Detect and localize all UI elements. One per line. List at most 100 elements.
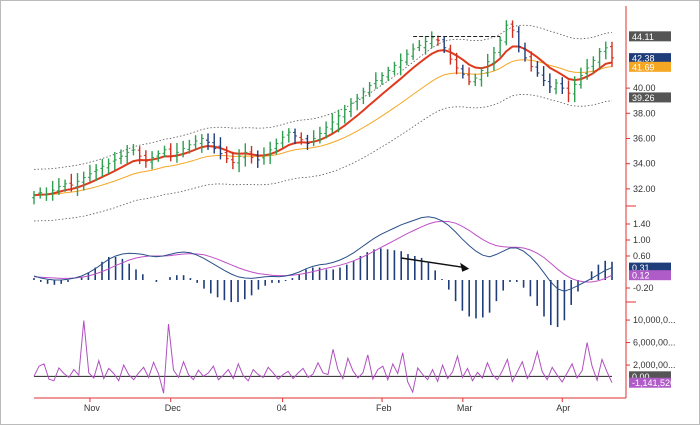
volume-oscillator-line	[33, 320, 613, 394]
price-bar	[187, 139, 192, 154]
price-bar	[404, 49, 409, 66]
price-bar	[224, 146, 229, 164]
price-bar	[429, 31, 434, 49]
price-bar	[206, 133, 211, 150]
price-bar	[591, 56, 596, 75]
price-bar	[454, 52, 459, 75]
price-bar	[299, 132, 304, 145]
oscillator-value-badge	[629, 371, 671, 382]
price-value-badge	[629, 61, 671, 72]
price-bar	[423, 36, 428, 55]
price-bar	[336, 109, 341, 133]
price-bar	[585, 58, 590, 80]
slow-moving-average	[33, 59, 613, 196]
month-label: Apr	[556, 403, 570, 413]
price-bar	[174, 142, 179, 163]
price-bar	[560, 77, 565, 95]
macd-axis-tick-label: 1.00	[633, 235, 651, 245]
price-bar	[125, 145, 130, 164]
price-value-badge	[629, 31, 671, 42]
price-bar	[380, 72, 385, 85]
macd-value-badge-label: 0.12	[632, 271, 650, 281]
price-panel: 32.00 34.00 36.00 38.00 40.00 44.11 42.3841.69…	[32, 20, 671, 222]
volume-oscillator-panel: 10,000,0... 6,000,00... 2,000,00... 0.00-1,…	[33, 315, 676, 394]
price-bar	[467, 67, 472, 86]
price-bar	[491, 46, 496, 71]
price-bar	[373, 72, 378, 89]
price-bar	[56, 178, 61, 195]
price-bar	[479, 67, 484, 87]
macd-value-badge	[629, 262, 671, 273]
macd-axis-tick-label: -0.20	[633, 283, 654, 293]
price-bar	[32, 190, 36, 205]
price-bar	[448, 44, 453, 65]
price-bar	[237, 149, 242, 173]
price-bar	[342, 104, 347, 124]
price-bar	[367, 81, 372, 97]
price-bar	[243, 143, 248, 167]
price-bar	[317, 126, 322, 144]
price-bar	[168, 143, 173, 162]
price-bar	[50, 180, 55, 201]
trend-arrow-annotation	[401, 257, 470, 272]
price-bar	[106, 158, 111, 174]
macd-line	[33, 216, 613, 292]
price-bar	[94, 164, 99, 181]
price-bar	[411, 43, 416, 60]
price-bar	[38, 187, 43, 199]
price-bar	[597, 48, 602, 71]
month-label: 04	[277, 403, 287, 413]
price-bar	[522, 42, 527, 62]
price-bar	[529, 51, 534, 72]
price-bar	[386, 66, 391, 82]
price-bar	[473, 73, 478, 87]
price-value-badge	[629, 92, 671, 103]
price-bar	[181, 140, 186, 158]
price-axis-tick-label: 34.00	[633, 159, 656, 169]
price-bar	[460, 64, 465, 79]
price-bar	[230, 151, 235, 170]
price-bar	[442, 36, 447, 54]
price-bar	[131, 144, 136, 156]
macd-axis-tick-label: 0.60	[633, 251, 651, 261]
price-bar	[330, 113, 335, 133]
lower-envelope-band	[33, 93, 613, 222]
time-axis: Nov Dec 04 Feb Mar Apr	[84, 398, 570, 413]
price-bar	[119, 149, 124, 165]
price-bar	[510, 20, 515, 38]
price-bar	[305, 134, 310, 150]
price-bar	[541, 66, 546, 87]
price-bar	[280, 130, 285, 148]
price-bar	[504, 20, 509, 46]
price-bar	[274, 138, 279, 155]
price-bar	[498, 36, 503, 57]
price-bar	[75, 173, 80, 197]
price-bar	[218, 137, 223, 160]
price-bar	[255, 150, 260, 168]
price-bar	[485, 53, 490, 77]
oscillator-axis-tick-label: 6,000,00...	[633, 338, 676, 348]
macd-value-badge-label: 0.31	[632, 263, 650, 273]
oscillator-axis-tick-label: 2,000,00...	[633, 360, 676, 370]
price-bar	[249, 145, 254, 164]
price-bar	[516, 26, 521, 53]
price-bar	[81, 171, 86, 191]
price-bar	[293, 128, 298, 145]
price-bar	[348, 98, 353, 118]
price-bar	[156, 150, 161, 162]
price-bar	[199, 134, 204, 153]
price-bar	[143, 150, 148, 168]
price-bar	[324, 121, 329, 139]
price-bar	[435, 35, 440, 46]
month-label: Nov	[84, 403, 101, 413]
price-axis-tick-label: 38.00	[633, 108, 656, 118]
price-bar	[268, 141, 273, 165]
price-bar	[311, 130, 316, 147]
price-bar	[572, 76, 577, 103]
price-bar	[162, 145, 167, 158]
macd-signal-line	[33, 220, 613, 283]
price-bar	[392, 61, 397, 76]
price-bar	[112, 151, 117, 171]
